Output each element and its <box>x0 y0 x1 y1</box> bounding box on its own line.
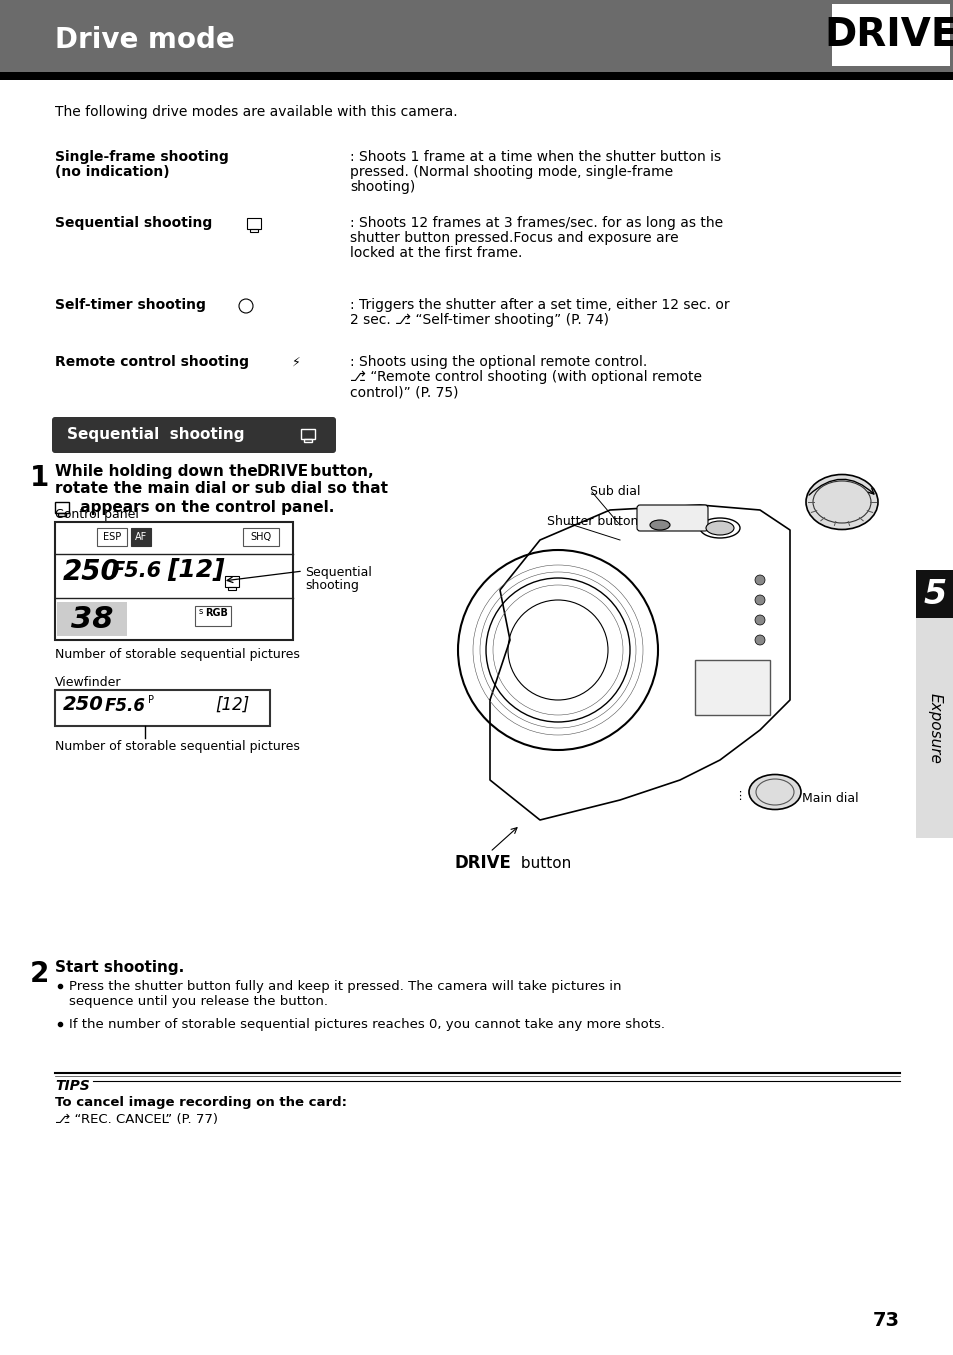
Text: Number of storable sequential pictures: Number of storable sequential pictures <box>55 740 299 753</box>
Text: Main dial: Main dial <box>801 791 858 805</box>
Text: ESP: ESP <box>103 533 121 542</box>
Ellipse shape <box>805 474 877 530</box>
Text: Sequential shooting: Sequential shooting <box>55 215 212 230</box>
Bar <box>247 218 261 229</box>
Text: 5: 5 <box>923 577 945 611</box>
Text: AF: AF <box>134 533 147 542</box>
Text: Shutter button: Shutter button <box>546 515 638 528</box>
Bar <box>228 587 235 589</box>
Bar <box>55 501 69 514</box>
Text: ⎇ “Remote control shooting (with optional remote: ⎇ “Remote control shooting (with optiona… <box>350 370 701 383</box>
Text: Sequential: Sequential <box>305 566 372 579</box>
Text: appears on the control panel.: appears on the control panel. <box>75 500 334 515</box>
Text: (no indication): (no indication) <box>55 165 170 179</box>
Text: SHQ: SHQ <box>251 533 272 542</box>
Text: F5.6: F5.6 <box>111 561 162 581</box>
Circle shape <box>754 575 764 585</box>
FancyBboxPatch shape <box>52 417 335 453</box>
Text: Viewfinder: Viewfinder <box>55 676 121 688</box>
Text: F5.6: F5.6 <box>105 696 146 715</box>
Text: Sub dial: Sub dial <box>589 485 639 499</box>
Text: Number of storable sequential pictures: Number of storable sequential pictures <box>55 648 299 661</box>
Text: rotate the main dial or sub dial so that: rotate the main dial or sub dial so that <box>55 481 388 496</box>
Text: Remote control shooting: Remote control shooting <box>55 355 249 369</box>
Text: : Shoots using the optional remote control.: : Shoots using the optional remote contr… <box>350 355 646 369</box>
Text: 2 sec. ⎇ “Self-timer shooting” (P. 74): 2 sec. ⎇ “Self-timer shooting” (P. 74) <box>350 313 608 327</box>
Ellipse shape <box>748 775 801 809</box>
Text: Press the shutter button fully and keep it pressed. The camera will take picture: Press the shutter button fully and keep … <box>69 980 620 1008</box>
Text: [12]: [12] <box>214 696 249 714</box>
Bar <box>301 430 314 439</box>
Text: Drive mode: Drive mode <box>55 26 234 54</box>
Text: Start shooting.: Start shooting. <box>55 959 184 976</box>
Bar <box>0 72 953 80</box>
Text: button,: button, <box>305 463 374 480</box>
Text: If the number of storable sequential pictures reaches 0, you cannot take any mor: If the number of storable sequential pic… <box>69 1018 664 1031</box>
Text: shooting): shooting) <box>350 180 415 194</box>
Text: pressed. (Normal shooting mode, single-frame: pressed. (Normal shooting mode, single-f… <box>350 165 673 179</box>
Text: 73: 73 <box>872 1312 899 1331</box>
Bar <box>55 522 293 640</box>
Text: Control panel: Control panel <box>55 508 139 522</box>
Text: : Triggers the shutter after a set time, either 12 sec. or: : Triggers the shutter after a set time,… <box>350 298 729 312</box>
Text: Single-frame shooting: Single-frame shooting <box>55 150 229 164</box>
Bar <box>304 439 312 442</box>
Text: DRIVE: DRIVE <box>256 463 309 480</box>
Circle shape <box>754 615 764 625</box>
Text: s: s <box>199 607 203 617</box>
Text: DRIVE: DRIVE <box>823 16 953 54</box>
Bar <box>0 0 953 72</box>
Text: Self-timer shooting: Self-timer shooting <box>55 298 206 312</box>
Ellipse shape <box>705 522 733 535</box>
Bar <box>194 606 231 626</box>
Text: The following drive modes are available with this camera.: The following drive modes are available … <box>55 104 457 119</box>
Ellipse shape <box>649 520 669 530</box>
Bar <box>58 514 66 516</box>
Text: : Shoots 12 frames at 3 frames/sec. for as long as the: : Shoots 12 frames at 3 frames/sec. for … <box>350 215 722 230</box>
Text: button: button <box>516 856 571 871</box>
Bar <box>57 602 127 635</box>
Bar <box>695 660 769 715</box>
Text: shooting: shooting <box>305 579 358 592</box>
Text: : Shoots 1 frame at a time when the shutter button is: : Shoots 1 frame at a time when the shut… <box>350 150 720 164</box>
Bar <box>250 229 257 232</box>
Text: Exposure: Exposure <box>926 692 942 763</box>
Text: locked at the first frame.: locked at the first frame. <box>350 247 522 260</box>
Text: Sequential  shooting: Sequential shooting <box>67 427 244 443</box>
Text: P: P <box>148 695 153 705</box>
Text: shutter button pressed.Focus and exposure are: shutter button pressed.Focus and exposur… <box>350 230 678 245</box>
Bar <box>97 528 127 546</box>
Text: ⎇ “REC. CANCEL” (P. 77): ⎇ “REC. CANCEL” (P. 77) <box>55 1112 218 1126</box>
Text: 250: 250 <box>63 695 104 714</box>
Text: ⋮: ⋮ <box>734 791 745 801</box>
Text: 2: 2 <box>30 959 50 988</box>
Bar <box>55 690 270 726</box>
FancyBboxPatch shape <box>637 505 707 531</box>
Text: TIPS: TIPS <box>55 1079 90 1093</box>
Bar <box>915 618 953 837</box>
Text: control)” (P. 75): control)” (P. 75) <box>350 385 458 398</box>
Text: 38: 38 <box>71 604 113 634</box>
Text: To cancel image recording on the card:: To cancel image recording on the card: <box>55 1096 347 1108</box>
Text: 1: 1 <box>30 463 50 492</box>
Text: RGB: RGB <box>205 608 228 618</box>
Text: ⚡: ⚡ <box>292 356 300 369</box>
Bar <box>131 528 151 546</box>
Bar <box>225 576 239 587</box>
Text: DRIVE: DRIVE <box>455 854 512 873</box>
Circle shape <box>754 595 764 604</box>
Bar <box>831 4 949 66</box>
Text: [12]: [12] <box>167 558 224 583</box>
Bar <box>915 570 953 618</box>
Text: While holding down the: While holding down the <box>55 463 263 480</box>
Text: 250: 250 <box>63 558 121 585</box>
Bar <box>243 528 278 546</box>
Circle shape <box>754 635 764 645</box>
